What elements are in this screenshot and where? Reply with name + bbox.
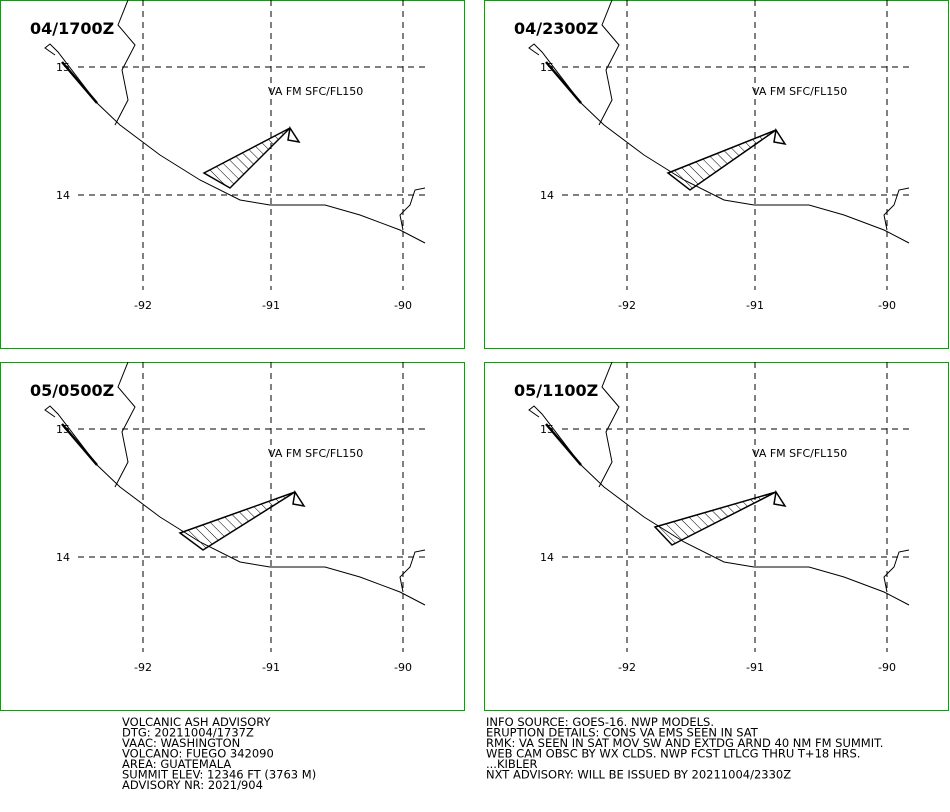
- map-panel: 15 14 -92 -91 -90 05/0500Z VA FM SFC/FL150: [0, 361, 465, 711]
- altitude-label: VA FM SFC/FL150: [268, 85, 363, 98]
- volcano-marker: [292, 489, 306, 508]
- ash-area: [666, 129, 777, 191]
- advisory-line: SUMMIT ELEV: 12346 FT (3763 M): [122, 768, 316, 782]
- lon-label: -91: [746, 299, 764, 312]
- border: [399, 187, 426, 231]
- coast-thick: [545, 423, 582, 466]
- volcano-marker: [773, 127, 787, 146]
- border: [399, 549, 426, 593]
- border: [598, 0, 620, 126]
- lon-label: -92: [618, 661, 636, 674]
- coastline: [44, 405, 426, 606]
- advisory-line: NXT ADVISORY: WILL BE ISSUED BY 20211004…: [486, 768, 791, 782]
- valid-time: 04/1700Z: [30, 19, 114, 38]
- border: [598, 361, 620, 488]
- lon-label: -90: [394, 661, 412, 674]
- lat-label: 14: [540, 551, 554, 564]
- coast-thick: [545, 61, 582, 104]
- lon-label: -90: [394, 299, 412, 312]
- advisory-line: ERUPTION DETAILS: CONS VA EMS SEEN IN SA…: [486, 726, 759, 740]
- lat-label: 15: [540, 61, 554, 74]
- volcano-marker: [287, 125, 301, 144]
- lat-label: 14: [540, 189, 554, 202]
- border: [883, 549, 910, 593]
- altitude-label: VA FM SFC/FL150: [752, 85, 847, 98]
- border: [883, 187, 910, 231]
- map-panel: 15 14 -92 -91 -90 05/1100Z VA FM SFC/FL150: [484, 361, 949, 711]
- panel-border: [484, 0, 949, 349]
- advisory-line: VAAC: WASHINGTON: [122, 736, 240, 750]
- ash-area: [178, 491, 296, 551]
- lon-label: -92: [134, 661, 152, 674]
- advisory-line: DTG: 20211004/1737Z: [122, 726, 254, 740]
- advisory-line: INFO SOURCE: GOES-16. NWP MODELS.: [486, 715, 714, 729]
- advisory-line: RMK: VA SEEN IN SAT MOV SW AND EXTDG ARN…: [486, 736, 883, 750]
- advisory-line: VOLCANIC ASH ADVISORY: [122, 715, 272, 729]
- lon-label: -90: [878, 661, 896, 674]
- ash-area: [653, 491, 777, 546]
- lat-label: 14: [56, 551, 70, 564]
- panel-border: [484, 362, 949, 711]
- lat-label: 15: [540, 423, 554, 436]
- advisory-line: VOLCANO: FUEGO 342090: [122, 747, 274, 761]
- altitude-label: VA FM SFC/FL150: [752, 447, 847, 460]
- lon-label: -91: [746, 661, 764, 674]
- advisory-line: AREA: GUATEMALA: [122, 757, 231, 771]
- advisory-line: WEB CAM OBSC BY WX CLDS. NWP FCST LTLCG …: [486, 747, 860, 761]
- lon-label: -91: [262, 661, 280, 674]
- ash-area: [202, 127, 291, 189]
- volcano-marker: [773, 489, 787, 508]
- coastline: [44, 43, 426, 244]
- lat-label: 15: [56, 423, 70, 436]
- panel-border: [0, 0, 465, 349]
- lon-label: -92: [134, 299, 152, 312]
- advisory-line: ADVISORY NR: 2021/904: [122, 778, 263, 792]
- coastline: [528, 405, 910, 606]
- panel-border: [0, 362, 465, 711]
- lon-label: -90: [878, 299, 896, 312]
- map-panel: 15 14 -92 -91 -90 04/1700Z VA FM SFC/FL150: [0, 0, 465, 349]
- lon-label: -91: [262, 299, 280, 312]
- coastline: [528, 43, 910, 244]
- map-panel: 15 14 -92 -91 -90 04/2300Z VA FM SFC/FL150: [484, 0, 949, 349]
- valid-time: 04/2300Z: [514, 19, 598, 38]
- lat-label: 14: [56, 189, 70, 202]
- lon-label: -92: [618, 299, 636, 312]
- valid-time: 05/1100Z: [514, 381, 598, 400]
- lat-label: 15: [56, 61, 70, 74]
- border: [114, 361, 136, 488]
- coast-thick: [61, 423, 98, 466]
- border: [114, 0, 136, 126]
- altitude-label: VA FM SFC/FL150: [268, 447, 363, 460]
- advisory-line: ...KIBLER: [486, 757, 537, 771]
- valid-time: 05/0500Z: [30, 381, 114, 400]
- coast-thick: [61, 61, 98, 104]
